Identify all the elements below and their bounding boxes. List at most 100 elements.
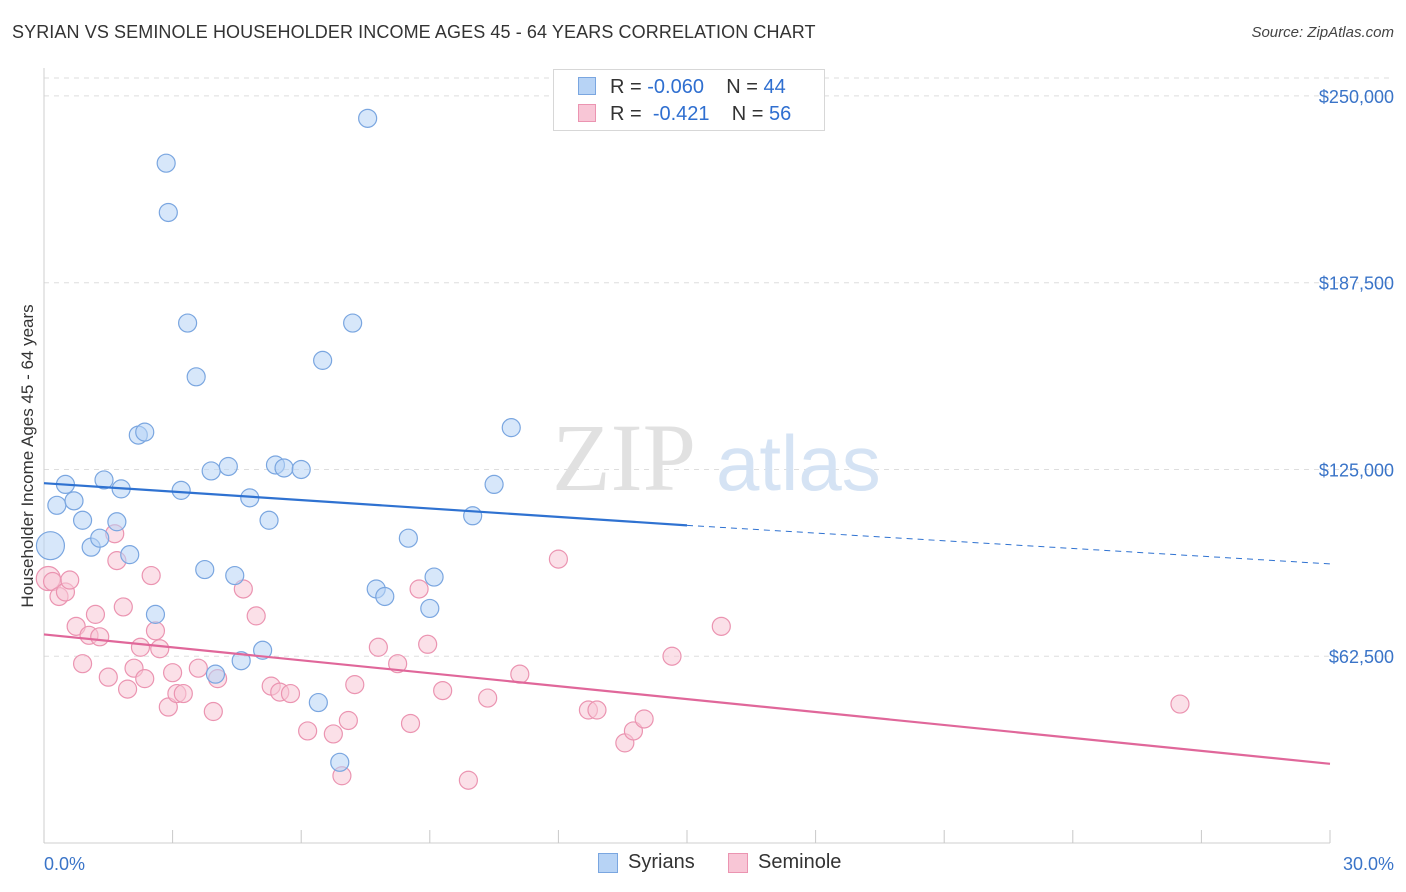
syrians-point (120, 545, 140, 565)
x-tick-labels: 0.0% 30.0% (44, 854, 1394, 874)
syrians-point (463, 506, 483, 526)
seminole-point (711, 616, 731, 636)
seminole-point (113, 597, 133, 617)
seminole-point (145, 621, 166, 641)
syrians-point (201, 461, 221, 481)
watermark-atlas: atlas (716, 419, 881, 507)
r-value: -0.421 (652, 103, 710, 125)
seminole-point (662, 646, 682, 666)
seminole-point (409, 579, 429, 599)
gridlines (44, 77, 1394, 657)
seminole-point (338, 710, 358, 731)
seminole-legend-label: Seminole (758, 851, 842, 873)
seminole-point (548, 549, 569, 569)
syrians-trend-extension (686, 524, 1331, 565)
seminole-point (72, 654, 93, 674)
syrians-point (398, 528, 418, 548)
seminole-point (1170, 694, 1190, 714)
seminole-point (173, 683, 193, 704)
n-value: 44 (763, 76, 786, 98)
syrians-point (330, 752, 350, 772)
seminole-point (400, 713, 421, 734)
chart-title: SYRIAN VS SEMINOLE HOUSEHOLDER INCOME AG… (12, 22, 816, 42)
n-label: N = (731, 103, 764, 125)
watermark: ZIP atlas (552, 404, 881, 511)
syrians-point (72, 510, 93, 530)
syrians-point (501, 418, 521, 438)
syrians-points (35, 108, 521, 772)
seminole-point (163, 663, 183, 683)
source-label: Source: ZipAtlas.com (1251, 24, 1394, 41)
syrians-point (375, 586, 395, 607)
syrians-swatch (578, 77, 596, 95)
syrians-point (186, 367, 206, 387)
seminole-point (203, 701, 223, 722)
syrians-legend-swatch (598, 853, 618, 873)
watermark-zip: ZIP (552, 404, 696, 511)
syrians-point (231, 651, 251, 671)
seminole-point (433, 680, 453, 701)
seminole-point (388, 654, 408, 674)
y-tick-label: $250,000 (1319, 87, 1394, 107)
syrians-point (424, 567, 444, 587)
seminole-point (85, 604, 106, 624)
seminole-legend-swatch (728, 853, 748, 873)
seminole-point (458, 770, 478, 790)
seminole-point (478, 688, 498, 708)
syrians-point (156, 153, 176, 173)
x-tick-label: 30.0% (1343, 854, 1394, 874)
seminole-point (141, 565, 161, 586)
syrians-point (145, 604, 166, 624)
axes (43, 68, 1331, 844)
syrians-point (225, 565, 245, 586)
y-tick-labels: $62,500 $125,000 $187,500 $250,000 (1319, 87, 1394, 667)
correlation-legend: R = -0.060 N = 44 R = -0.421 N = 56 (553, 69, 825, 131)
seminole-point (98, 667, 118, 687)
x-tick-label: 0.0% (44, 854, 85, 874)
seminole-point (135, 669, 155, 689)
seminole-point (323, 724, 343, 744)
seminole-point (510, 664, 530, 684)
trend-lines (43, 482, 1331, 765)
syrians-point (253, 640, 273, 660)
seminole-point (587, 700, 607, 720)
syrians-point (484, 474, 504, 495)
n-value: 56 (769, 103, 792, 125)
seminole-swatch (578, 104, 596, 122)
seminole-point (368, 637, 388, 657)
syrians-point (420, 598, 440, 619)
syrians-point (107, 512, 127, 532)
r-value: -0.060 (647, 76, 704, 98)
syrians-point (171, 480, 191, 500)
syrians-point (313, 350, 333, 370)
y-tick-label: $187,500 (1319, 274, 1394, 294)
y-tick-label: $125,000 (1319, 460, 1394, 480)
syrians-point (218, 456, 238, 477)
seminole-point (623, 721, 644, 741)
syrians-point (135, 422, 155, 442)
seminole-point (233, 579, 253, 599)
seminole-point (117, 679, 138, 699)
seminole-point (158, 697, 178, 717)
seminole-point (90, 627, 110, 647)
syrians-point (158, 202, 178, 223)
seminole-point (150, 639, 170, 659)
r-label: R = (610, 76, 642, 98)
seminole-point (60, 570, 80, 590)
syrians-point (259, 510, 279, 530)
seminole-point (634, 709, 654, 729)
syrians-point (274, 458, 294, 478)
syrians-point (94, 470, 114, 490)
syrians-point (358, 108, 378, 128)
seminole-point (298, 721, 318, 741)
syrians-legend-label: Syrians (628, 851, 695, 873)
seminole-point (246, 606, 266, 626)
y-tick-label: $62,500 (1329, 647, 1394, 667)
syrians-point (205, 664, 226, 684)
syrians-point (343, 313, 363, 333)
seminole-point (345, 675, 365, 695)
syrians-trend-line (43, 482, 688, 527)
syrians-point (35, 531, 66, 561)
seminole-point (188, 658, 208, 678)
